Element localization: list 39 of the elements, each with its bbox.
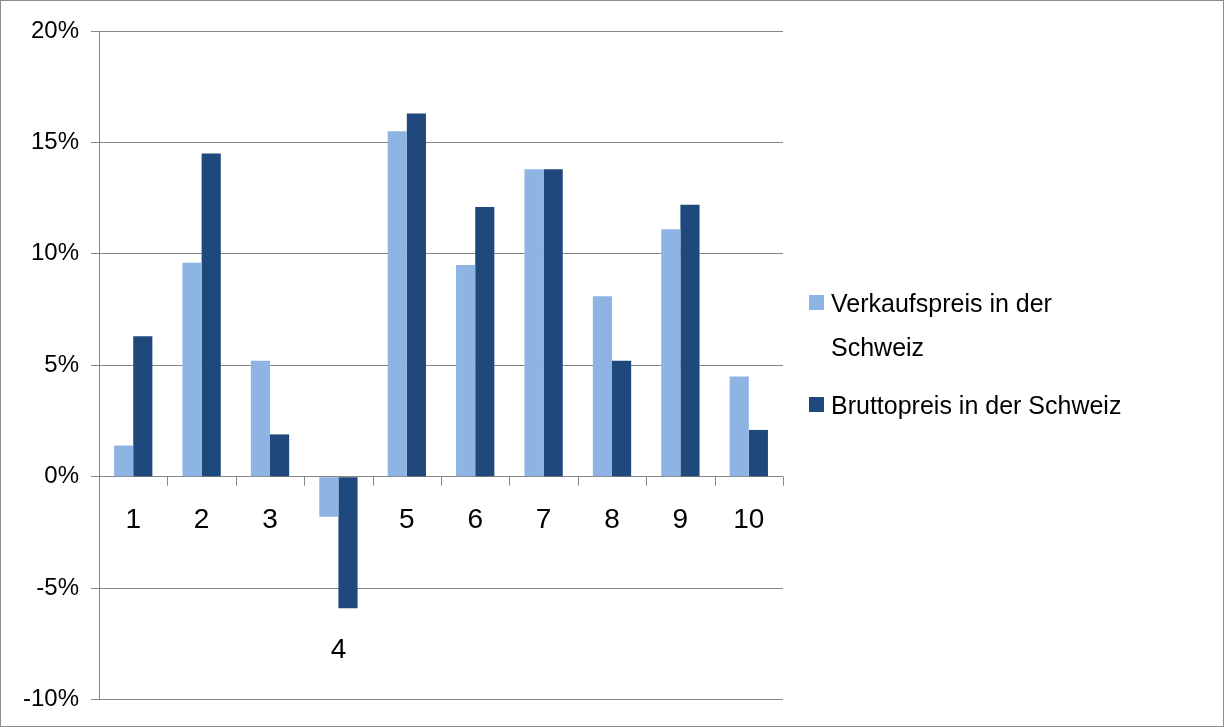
- legend-label: Bruttopreis in der Schweiz: [831, 390, 1122, 421]
- bar: [182, 262, 202, 477]
- bar: [319, 477, 339, 517]
- bar: [250, 360, 271, 477]
- x-tick-label: 7: [535, 503, 552, 535]
- y-tick-label: 5%: [44, 349, 80, 377]
- bar: [406, 113, 426, 477]
- y-tick-label: 10%: [30, 238, 80, 266]
- x-tick-label: 4: [330, 632, 347, 664]
- bar: [680, 204, 700, 477]
- y-tick-label: -10%: [23, 684, 80, 712]
- bar: [475, 207, 495, 477]
- y-tick-label: 20%: [30, 15, 80, 43]
- bar: [456, 265, 476, 477]
- bar: [270, 434, 290, 477]
- x-tick-label: 3: [262, 503, 278, 535]
- bar: [748, 429, 768, 477]
- bar: [612, 360, 632, 477]
- y-tick-label: 15%: [30, 127, 80, 155]
- x-tick-label: 8: [604, 503, 620, 535]
- bar: [661, 229, 681, 477]
- y-tick-label: 0%: [44, 461, 80, 489]
- legend-label: Verkaufspreis in der Schweiz: [831, 288, 1053, 363]
- x-tick-label: 9: [672, 503, 689, 535]
- bar: [201, 153, 221, 477]
- bar: [729, 376, 749, 477]
- y-tick-label: -5%: [36, 572, 80, 600]
- bar: [114, 445, 134, 477]
- x-tick-label: 10: [733, 503, 765, 535]
- x-tick-label: 5: [399, 503, 415, 535]
- x-tick-label: 2: [193, 503, 210, 535]
- bar: [543, 169, 563, 477]
- bar: [592, 296, 613, 477]
- bar: [133, 336, 153, 477]
- bar: [524, 169, 544, 477]
- x-tick-label: 6: [467, 503, 483, 535]
- bar: [338, 477, 358, 609]
- bar: [387, 131, 407, 477]
- x-tick-label: 1: [125, 503, 142, 535]
